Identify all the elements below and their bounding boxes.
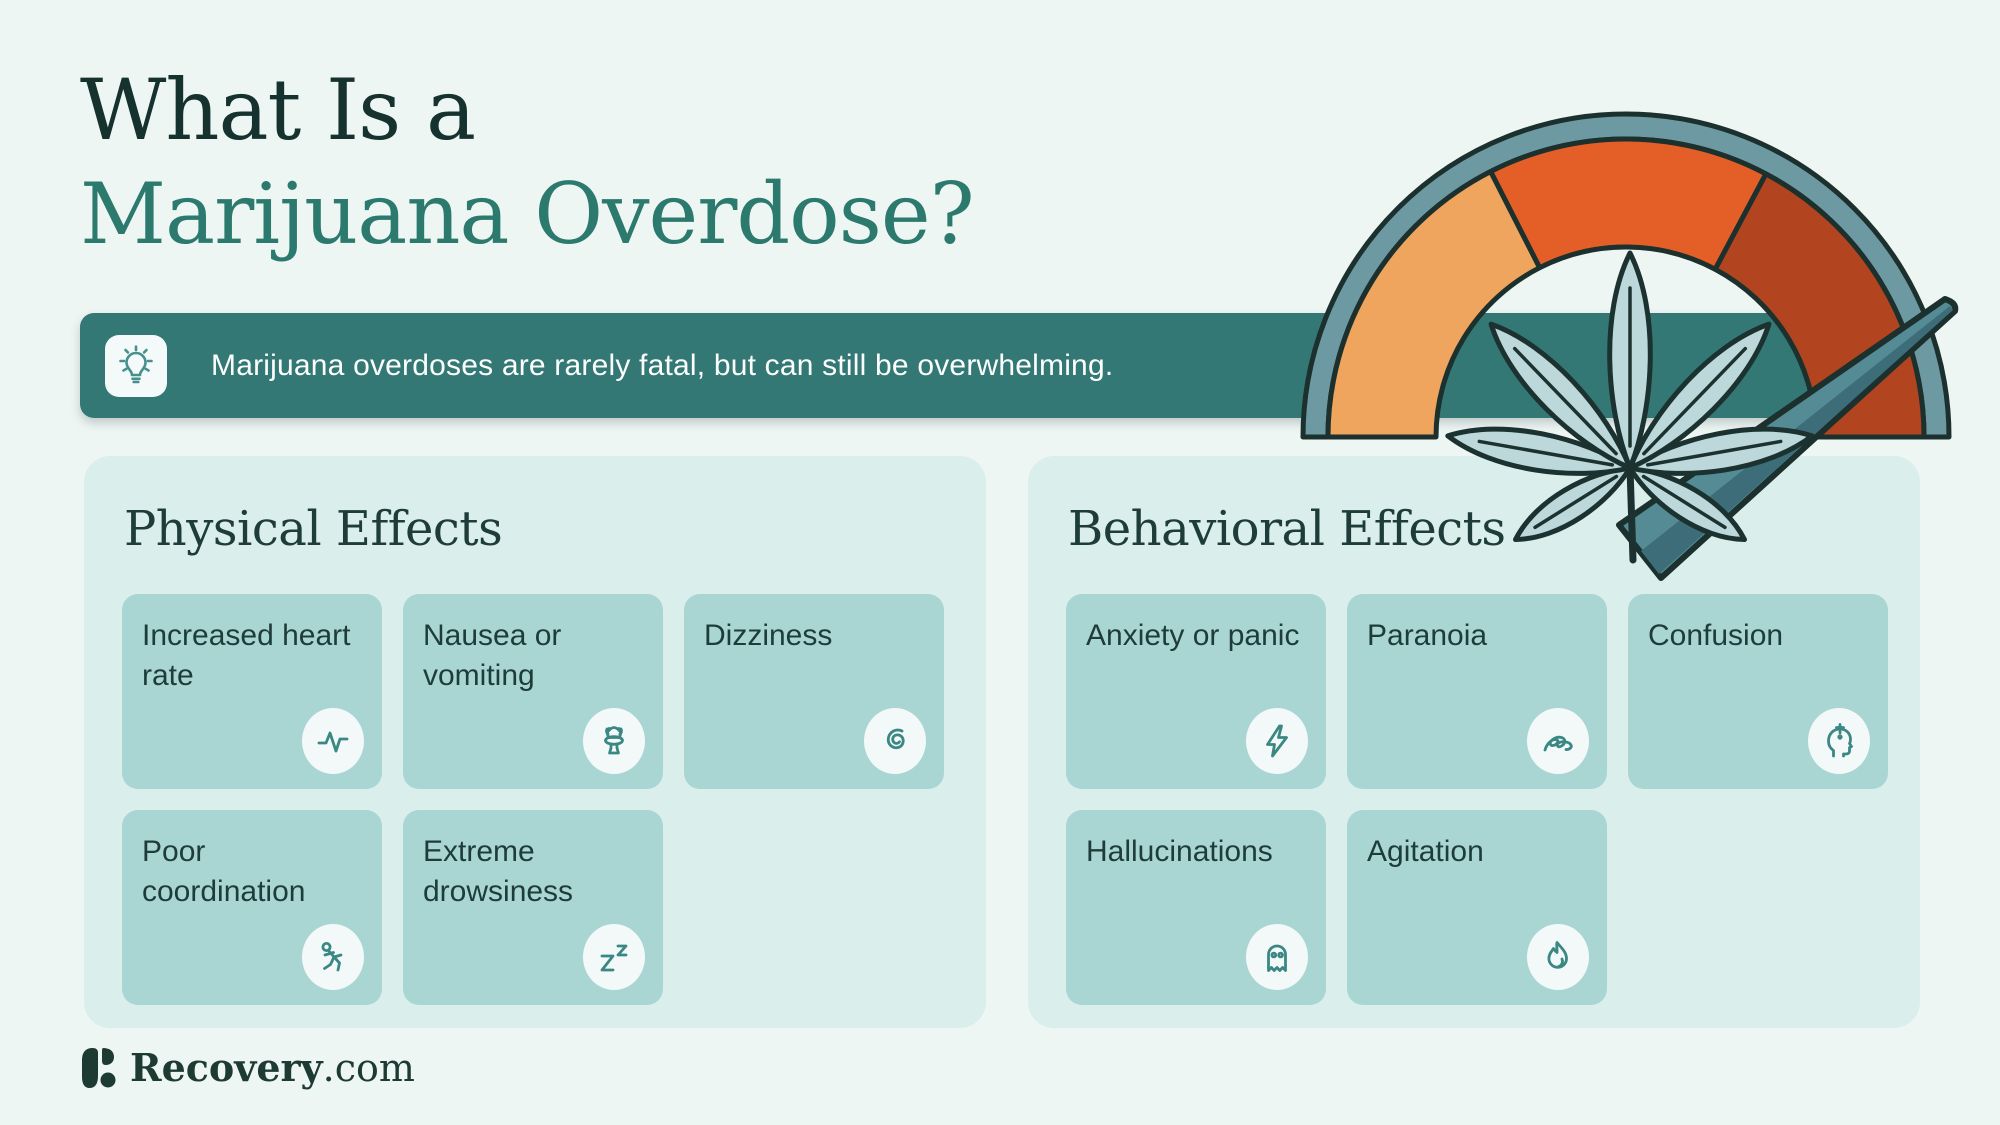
toilet-icon xyxy=(604,726,624,755)
icon-circle xyxy=(1246,924,1308,990)
severity-gauge-illustration xyxy=(1270,70,2000,650)
section-heading-behavioral: Behavioral Effects xyxy=(1068,501,1506,557)
card-extreme-drowsiness: Extreme drowsiness xyxy=(403,810,663,1005)
section-heading-physical: Physical Effects xyxy=(124,501,503,557)
card-label: Hallucinations xyxy=(1086,835,1273,868)
card-label: Extreme drowsiness xyxy=(423,835,574,908)
section-physical-effects: Physical Effects Increased heart rate Na… xyxy=(84,456,986,1028)
page-title-line1: What Is a xyxy=(80,61,476,159)
confused-head-icon xyxy=(1827,723,1853,758)
heartbeat-icon xyxy=(317,731,349,753)
icon-circle xyxy=(1527,708,1589,774)
icon-circle xyxy=(864,708,926,774)
spiral-icon xyxy=(886,728,905,750)
flame-icon xyxy=(1547,941,1568,969)
icon-circle xyxy=(583,708,645,774)
lightbulb-icon-box xyxy=(105,334,167,397)
card-paranoia: Paranoia xyxy=(1347,594,1607,789)
card-label: Agitation xyxy=(1367,835,1484,868)
card-label: Nausea or vomiting xyxy=(423,619,562,692)
lightbulb-icon xyxy=(119,344,153,383)
cannabis-leaf-icon xyxy=(1445,250,1815,564)
sleep-zz-icon xyxy=(600,944,628,972)
footer-brand-text: Recovery.com xyxy=(130,1045,415,1091)
page-title: What Is a Marijuana Overdose? xyxy=(80,58,975,266)
card-nausea-vomiting: Nausea or vomiting xyxy=(403,594,663,789)
recovery-logo xyxy=(82,1048,116,1088)
card-label: Increased heart rate xyxy=(142,619,351,692)
card-hallucinations: Hallucinations xyxy=(1066,810,1326,1005)
lightning-bolt-icon xyxy=(1266,724,1288,758)
card-label: Dizziness xyxy=(704,619,833,652)
section-behavioral-effects: Behavioral Effects Anxiety or panic Para… xyxy=(1028,456,1920,1028)
physical-cards-grid: Increased heart rate Nausea or vomiting xyxy=(122,594,948,1005)
ghost-icon xyxy=(1267,944,1287,972)
card-poor-coordination: Poor coordination xyxy=(122,810,382,1005)
card-label: Poor coordination xyxy=(142,835,306,908)
card-increased-heart-rate: Increased heart rate xyxy=(122,594,382,789)
card-label: Paranoia xyxy=(1367,619,1488,652)
icon-circle xyxy=(583,924,645,990)
card-agitation: Agitation xyxy=(1347,810,1607,1005)
card-label: Anxiety or panic xyxy=(1086,619,1300,652)
card-anxiety-panic: Anxiety or panic xyxy=(1066,594,1326,789)
icon-circle xyxy=(1808,708,1870,774)
banner-text: Marijuana overdoses are rarely fatal, bu… xyxy=(211,348,1114,382)
brand-domain: .com xyxy=(322,1046,415,1090)
icon-circle xyxy=(302,924,364,990)
gauge-svg xyxy=(1300,111,1959,581)
card-dizziness: Dizziness xyxy=(684,594,944,789)
icon-circle xyxy=(1527,924,1589,990)
card-label: Confusion xyxy=(1648,619,1784,652)
icon-circle xyxy=(302,708,364,774)
footer-brand[interactable]: Recovery.com xyxy=(78,1046,415,1090)
card-confusion: Confusion xyxy=(1628,594,1888,789)
brand-name: Recovery xyxy=(130,1045,323,1090)
page-title-line2: Marijuana Overdose? xyxy=(80,165,975,263)
gauge-zone-low xyxy=(1325,169,1543,440)
tangled-scribble-icon xyxy=(1543,735,1573,752)
behavioral-cards-grid: Anxiety or panic Paranoia Confusion xyxy=(1066,594,1888,1005)
icon-circle xyxy=(1246,708,1308,774)
stumbling-person-icon xyxy=(321,942,343,972)
